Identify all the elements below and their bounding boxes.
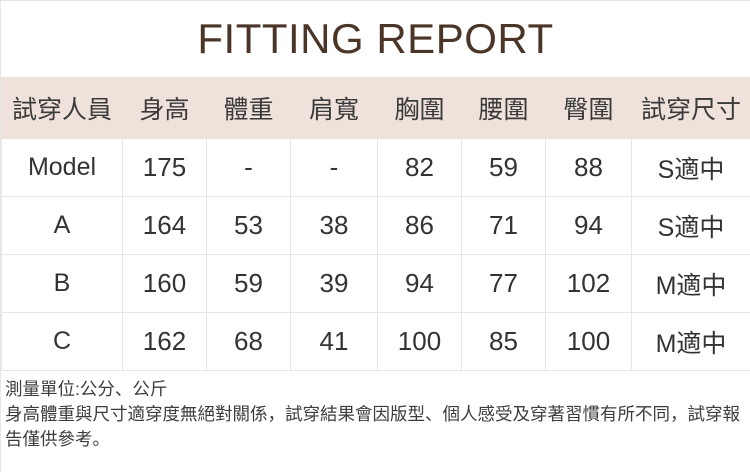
cell-waist: 85 — [461, 312, 546, 371]
table-row: C 162 68 41 100 85 100 M適中 — [1, 312, 750, 371]
footnote: 測量單位:公分、公斤 身高體重與尺寸適穿度無絕對關係，試穿結果會因版型、個人感受… — [1, 371, 750, 452]
cell-person: B — [1, 254, 123, 313]
page-title: FITTING REPORT — [197, 15, 554, 62]
column-header-person: 試穿人員 — [1, 77, 123, 139]
cell-size: M適中 — [631, 254, 750, 313]
cell-hip: 100 — [545, 312, 632, 371]
cell-size: S適中 — [631, 196, 750, 255]
cell-person: A — [1, 196, 123, 255]
cell-waist: 77 — [461, 254, 546, 313]
fitting-report-table: 試穿人員 身高 體重 肩寬 胸圍 腰圍 臀圍 試穿尺寸 Model 175 - … — [1, 77, 750, 371]
column-header-weight: 體重 — [206, 77, 291, 139]
column-header-hip: 臀圍 — [545, 77, 632, 139]
cell-weight: 59 — [206, 254, 291, 313]
footnote-units: 測量單位:公分、公斤 — [5, 379, 168, 399]
cell-bust: 94 — [377, 254, 462, 313]
cell-height: 164 — [122, 196, 207, 255]
cell-hip: 88 — [545, 138, 632, 197]
table-header-row: 試穿人員 身高 體重 肩寬 胸圍 腰圍 臀圍 試穿尺寸 — [1, 77, 750, 139]
cell-size: M適中 — [631, 312, 750, 371]
table-row: A 164 53 38 86 71 94 S適中 — [1, 196, 750, 255]
column-header-height: 身高 — [122, 77, 207, 139]
cell-shoulder: 38 — [290, 196, 378, 255]
cell-waist: 71 — [461, 196, 546, 255]
cell-hip: 102 — [545, 254, 632, 313]
column-header-bust: 胸圍 — [377, 77, 462, 139]
cell-weight: 68 — [206, 312, 291, 371]
cell-shoulder: 39 — [290, 254, 378, 313]
cell-bust: 100 — [377, 312, 462, 371]
column-header-shoulder: 肩寬 — [290, 77, 378, 139]
cell-waist: 59 — [461, 138, 546, 197]
cell-person: Model — [1, 138, 123, 197]
cell-hip: 94 — [545, 196, 632, 255]
column-header-waist: 腰圍 — [461, 77, 546, 139]
footnote-disclaimer: 身高體重與尺寸適穿度無絕對關係，試穿結果會因版型、個人感受及穿著習慣有所不同，試… — [5, 403, 740, 449]
cell-height: 160 — [122, 254, 207, 313]
cell-bust: 86 — [377, 196, 462, 255]
column-header-size: 試穿尺寸 — [631, 77, 750, 139]
cell-bust: 82 — [377, 138, 462, 197]
cell-shoulder: 41 — [290, 312, 378, 371]
cell-person: C — [1, 312, 123, 371]
cell-size: S適中 — [631, 138, 750, 197]
table-row: Model 175 - - 82 59 88 S適中 — [1, 138, 750, 197]
cell-weight: 53 — [206, 196, 291, 255]
table-row: B 160 59 39 94 77 102 M適中 — [1, 254, 750, 313]
cell-weight: - — [206, 138, 291, 197]
cell-shoulder: - — [290, 138, 378, 197]
table-body: Model 175 - - 82 59 88 S適中 A 164 53 38 8… — [1, 138, 750, 371]
cell-height: 175 — [122, 138, 207, 197]
table-header: 試穿人員 身高 體重 肩寬 胸圍 腰圍 臀圍 試穿尺寸 — [1, 77, 750, 139]
cell-height: 162 — [122, 312, 207, 371]
title-bar: FITTING REPORT — [1, 1, 750, 77]
